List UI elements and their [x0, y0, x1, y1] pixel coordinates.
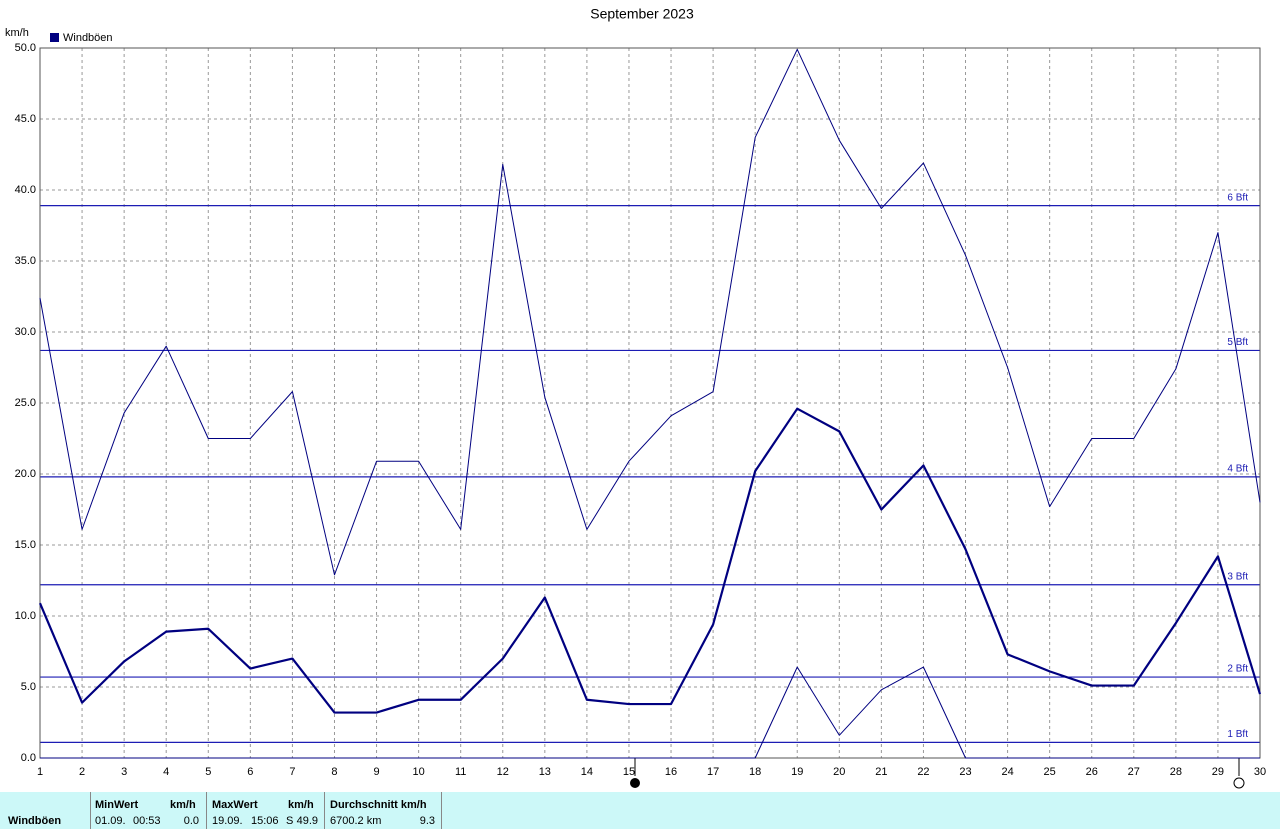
value: 0.0	[183, 815, 199, 827]
x-tick-label: 13	[539, 766, 551, 778]
time: 00:53	[133, 815, 161, 827]
x-tick-label: 5	[205, 766, 211, 778]
x-tick-label: 3	[121, 766, 127, 778]
x-tick-label: 15	[623, 766, 635, 778]
x-tick-label: 29	[1212, 766, 1224, 778]
y-tick-label: 35.0	[15, 255, 36, 267]
x-tick-label: 24	[1001, 766, 1013, 778]
beaufort-label: 1 Bft	[1227, 729, 1248, 740]
time: 15:06	[251, 815, 279, 827]
x-tick-label: 2	[79, 766, 85, 778]
date: 19.09.	[212, 815, 243, 827]
x-tick-label: 18	[749, 766, 761, 778]
separator	[441, 792, 442, 829]
row-label: Windböen	[8, 815, 62, 827]
beaufort-label: 2 Bft	[1227, 664, 1248, 675]
x-tick-label: 1	[37, 766, 43, 778]
y-tick-label: 10.0	[15, 610, 36, 622]
x-tick-label: 25	[1044, 766, 1056, 778]
x-tick-label: 16	[665, 766, 677, 778]
beaufort-label: 4 Bft	[1227, 463, 1248, 474]
x-tick-label: 8	[331, 766, 337, 778]
x-tick-label: 17	[707, 766, 719, 778]
series-line	[39, 48, 1261, 576]
x-tick-label: 12	[497, 766, 509, 778]
value: 9.3	[419, 815, 435, 827]
header: Durchschnitt km/h	[330, 799, 427, 811]
series-line	[40, 666, 1260, 759]
y-tick-label: 50.0	[15, 42, 36, 54]
y-tick-label: 5.0	[21, 681, 36, 693]
y-tick-label: 30.0	[15, 326, 36, 338]
x-tick-label: 28	[1170, 766, 1182, 778]
unit: km/h	[170, 799, 196, 811]
beaufort-label: 5 Bft	[1227, 337, 1248, 348]
y-tick-label: 45.0	[15, 113, 36, 125]
chart: September 2023 km/h Windböen 0.0 5.0 10.0 1…	[5, 6, 1266, 789]
y-axis-label: km/h	[5, 27, 29, 39]
x-tick-label: 14	[581, 766, 593, 778]
x-tick-label: 6	[247, 766, 253, 778]
y-tick-label: 0.0	[21, 752, 36, 764]
x-tick-label: 4	[163, 766, 169, 778]
summary-table: Windböen MinWert km/h 01.09. 00:53 0.0 M…	[0, 792, 1280, 829]
header: MaxWert	[212, 799, 258, 811]
separator	[324, 792, 325, 829]
new-moon	[630, 778, 640, 788]
x-tick-label: 7	[289, 766, 295, 778]
y-tick-label: 40.0	[15, 184, 36, 196]
beaufort-label: 3 Bft	[1227, 571, 1248, 582]
distance: 6700.2 km	[330, 815, 382, 827]
legend-swatch	[50, 33, 59, 42]
full-moon	[1233, 777, 1245, 789]
legend-label: Windböen	[63, 32, 113, 44]
header: MinWert	[95, 799, 139, 811]
separator	[90, 792, 91, 829]
chart-title: September 2023	[590, 6, 694, 22]
x-tick-label: 19	[791, 766, 803, 778]
x-tick-label: 10	[412, 766, 424, 778]
series-line	[38, 407, 1262, 714]
y-tick-label: 15.0	[15, 539, 36, 551]
unit: km/h	[288, 799, 314, 811]
date: 01.09.	[95, 815, 126, 827]
x-tick-label: 27	[1128, 766, 1140, 778]
value: 49.9	[296, 815, 318, 827]
x-tick-label: 23	[959, 766, 971, 778]
direction: S	[286, 815, 294, 827]
x-tick-label: 22	[917, 766, 929, 778]
separator	[206, 792, 207, 829]
y-tick-label: 25.0	[15, 397, 36, 409]
x-tick-label: 30	[1254, 766, 1266, 778]
x-tick-label: 11	[455, 766, 466, 778]
beaufort-label: 6 Bft	[1227, 192, 1248, 203]
y-tick-label: 20.0	[15, 468, 36, 480]
x-tick-label: 20	[833, 766, 845, 778]
x-tick-label: 21	[875, 766, 887, 778]
x-tick-label: 26	[1086, 766, 1098, 778]
x-tick-label: 9	[373, 766, 379, 778]
